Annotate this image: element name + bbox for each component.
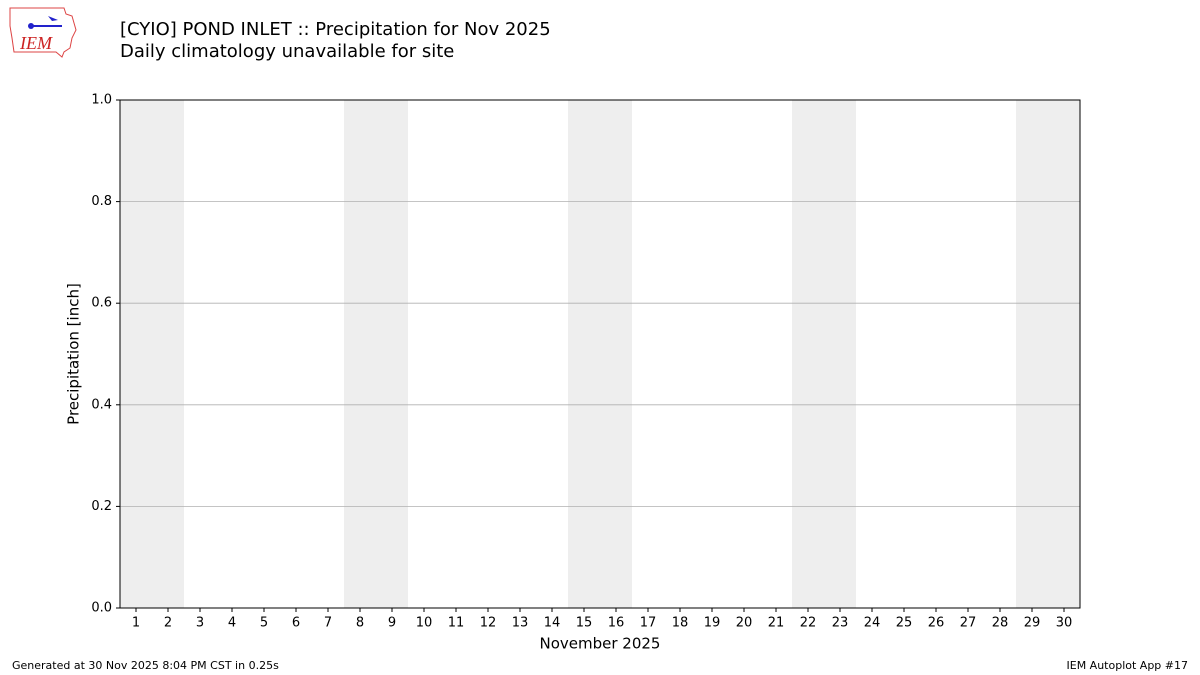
weekend-shade [1016,100,1080,608]
logo-outline [9,7,77,58]
x-tick-label: 21 [768,616,785,631]
x-tick-label: 16 [608,616,625,631]
x-tick-label: 27 [960,616,977,631]
y-tick-label: 0.6 [91,296,112,311]
x-tick-label: 10 [416,616,433,631]
x-tick-label: 4 [228,616,236,631]
logo-dot [28,23,34,29]
x-tick-label: 11 [448,616,465,631]
y-tick-label: 0.2 [91,499,112,514]
footer-left: Generated at 30 Nov 2025 8:04 PM CST in … [12,659,279,672]
x-tick-label: 5 [260,616,268,631]
footer-right: IEM Autoplot App #17 [1067,659,1189,672]
logo: IEM [9,7,77,58]
x-axis-label: November 2025 [540,635,661,653]
x-tick-label: 14 [544,616,561,631]
x-tick-label: 29 [1024,616,1041,631]
x-tick-label: 22 [800,616,817,631]
x-tick-label: 8 [356,616,364,631]
weekend-shade [120,100,184,608]
x-tick-label: 2 [164,616,172,631]
y-tick-label: 0.8 [91,194,112,209]
x-tick-label: 6 [292,616,300,631]
x-tick-label: 25 [896,616,913,631]
x-tick-label: 23 [832,616,849,631]
x-tick-label: 15 [576,616,593,631]
x-tick-label: 7 [324,616,332,631]
y-tick-label: 0.4 [91,397,112,412]
x-tick-label: 3 [196,616,204,631]
plot-frame [119,99,1081,609]
x-tick-label: 28 [992,616,1009,631]
x-tick-label: 24 [864,616,881,631]
y-axis-label: Precipitation [inch] [65,283,83,425]
x-tick-label: 18 [672,616,689,631]
x-tick-label: 13 [512,616,529,631]
x-tick-label: 30 [1056,616,1073,631]
chart-title: [CYIO] POND INLET :: Precipitation for N… [120,19,551,40]
x-tick-label: 19 [704,616,721,631]
logo-flag [48,16,58,21]
weekend-shade [568,100,632,608]
logo-text: IEM [19,33,53,53]
weekend-shade [792,100,856,608]
x-tick-label: 12 [480,616,497,631]
x-tick-label: 20 [736,616,753,631]
y-tick-label: 1.0 [91,93,112,108]
weekend-shade [344,100,408,608]
x-tick-label: 17 [640,616,657,631]
y-tick-label: 0.0 [91,601,112,616]
chart-subtitle: Daily climatology unavailable for site [120,41,454,62]
x-tick-label: 26 [928,616,945,631]
x-tick-label: 9 [388,616,396,631]
x-tick-label: 1 [132,616,140,631]
